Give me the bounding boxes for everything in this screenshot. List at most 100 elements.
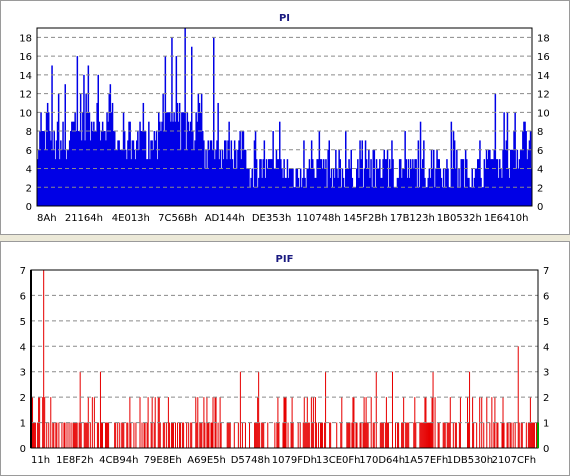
pif-bar (262, 422, 264, 448)
pif-bar (186, 422, 188, 448)
pi-bar (489, 149, 491, 206)
pif-bar (420, 422, 422, 448)
pif-bar (73, 422, 75, 448)
pif-ytick-left: 7 (20, 266, 26, 277)
pi-bar (88, 112, 91, 206)
pi-bar (238, 140, 240, 206)
pi-bar (152, 149, 154, 206)
pi-bar (398, 159, 401, 206)
pif-bar (58, 422, 60, 448)
pif-bar (352, 397, 354, 448)
pi-bar (508, 177, 511, 206)
pif-bar (263, 422, 265, 448)
pi-bar (249, 187, 251, 206)
pi-bar (216, 140, 218, 206)
pi-ytick-left: 18 (19, 33, 32, 44)
pif-bar (443, 422, 445, 448)
pif-bar (227, 422, 229, 448)
pi-bar (230, 140, 233, 206)
pif-bar (302, 422, 304, 448)
pif-bar (533, 422, 535, 448)
pi-bar (281, 168, 283, 206)
pif-bar (117, 422, 119, 448)
pif-bar (319, 422, 322, 448)
pif-bar (469, 371, 471, 448)
pi-bar (196, 121, 198, 206)
pif-bar (107, 422, 109, 448)
pif-bar (190, 422, 192, 448)
pif-bar (256, 422, 258, 448)
pif-ytick-right: 6 (543, 291, 549, 302)
pi-bar (65, 159, 68, 206)
pi-bar (395, 187, 398, 206)
pi-bar (369, 177, 371, 206)
pif-bar (299, 422, 301, 448)
pif-bar (514, 422, 516, 448)
pif-bar (199, 422, 201, 448)
pi-bar (166, 112, 169, 206)
pif-bar (163, 422, 165, 448)
pi-bar (310, 140, 313, 206)
pif-bar (446, 422, 448, 448)
pi-bar (186, 112, 189, 206)
pif-bar (359, 422, 361, 448)
pi-bar (272, 131, 274, 206)
pi-bar (37, 159, 39, 206)
pi-bar (336, 168, 338, 206)
pi-bar (338, 149, 340, 206)
pi-bar (511, 149, 513, 206)
pi-ytick-left: 2 (26, 183, 32, 194)
pi-bar (298, 187, 301, 206)
pi-bar (337, 177, 339, 206)
pi-bar (386, 149, 389, 206)
pi-bar (314, 177, 316, 206)
pif-bar (493, 422, 495, 448)
pi-bar (342, 177, 345, 206)
pif-bar (37, 422, 39, 448)
pi-bar (312, 159, 314, 206)
pif-bar (97, 422, 99, 448)
pi-bar (115, 149, 117, 206)
pi-bar (406, 177, 409, 206)
pi-bar (276, 159, 279, 206)
pi-bar (408, 177, 411, 206)
pi-bar (519, 149, 522, 206)
pi-bar (41, 131, 43, 206)
pi-bar (404, 131, 406, 206)
pi-bar (492, 159, 494, 206)
pif-bar (133, 422, 135, 448)
pif-bar (162, 422, 164, 448)
pif-bar (364, 422, 366, 448)
pi-bar (426, 187, 428, 206)
pi-bar (48, 112, 50, 206)
pi-bar (189, 121, 192, 206)
pi-bar (71, 121, 73, 206)
pi-bar (170, 121, 172, 206)
pi-bar (435, 168, 437, 206)
pif-bar (105, 422, 107, 448)
pi-bar (46, 102, 49, 206)
pi-bar (147, 159, 149, 206)
pi-bar (193, 149, 195, 206)
pi-bar (319, 159, 322, 206)
pi-ytick-left: 16 (19, 52, 32, 63)
pi-bar (371, 187, 373, 206)
pi-bar (502, 149, 504, 206)
pi-bar (116, 149, 118, 206)
pif-bar (196, 422, 198, 448)
pif-bar (220, 422, 222, 448)
pi-bar (496, 159, 499, 206)
pi-bar (250, 177, 252, 206)
pi-bar (284, 177, 286, 206)
pi-bar (263, 140, 266, 206)
pi-xtick: 1B0532h (437, 213, 482, 224)
pi-bar (331, 187, 334, 206)
pif-ytick-left: 4 (20, 342, 26, 353)
pi-bar (374, 187, 377, 206)
pi-bar (178, 102, 181, 206)
pi-bar (335, 149, 337, 206)
pi-bar (287, 177, 290, 206)
pi-bar (92, 131, 94, 206)
pif-bars (31, 270, 538, 448)
pif-bar (48, 422, 50, 448)
